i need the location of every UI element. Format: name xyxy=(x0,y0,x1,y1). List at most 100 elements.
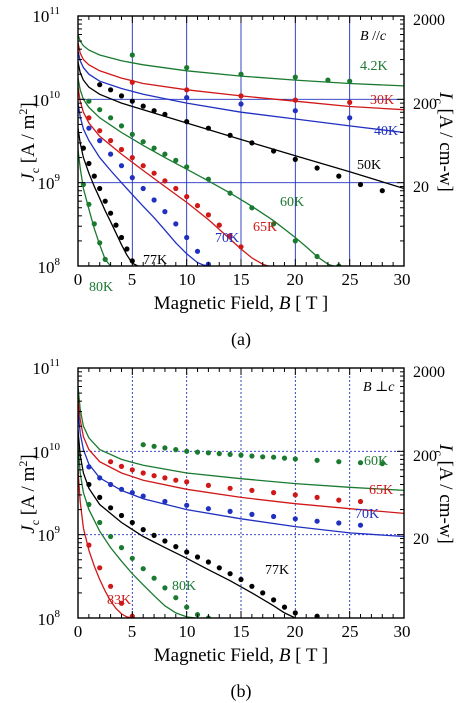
data-point-80K xyxy=(162,585,168,591)
panel-b-annotation: B ⊥c xyxy=(363,380,395,395)
data-point-77K xyxy=(118,234,125,241)
ytick-label-1e11: 1011 xyxy=(32,5,60,26)
data-point-60K xyxy=(129,131,135,137)
data-point-77K xyxy=(216,565,222,571)
data-point-60K xyxy=(292,238,298,244)
data-point-60K xyxy=(292,456,298,462)
xtick-label: 30 xyxy=(394,622,411,641)
right-tick-2000: 2000 xyxy=(413,12,445,29)
data-point-60K xyxy=(227,451,233,457)
data-point-65K xyxy=(227,233,233,239)
data-point-77K xyxy=(260,590,266,596)
data-point-77K xyxy=(271,597,277,603)
data-point-60K xyxy=(151,443,157,449)
right-tick-200: 200 xyxy=(413,448,437,465)
panel-b: 1011 1010 109 108 2000 200 20 0 5 10 15 … xyxy=(16,357,456,702)
panel-a-xtick-labels: 0 5 10 15 20 25 30 xyxy=(74,270,411,289)
data-point-70K xyxy=(129,175,135,181)
series-curve-65K xyxy=(78,396,404,515)
data-point-60K xyxy=(271,454,277,460)
data-point-83K xyxy=(97,565,103,571)
data-point-50K xyxy=(151,108,157,114)
data-point-80K xyxy=(97,519,103,526)
data-point-65K xyxy=(140,470,146,476)
data-point-65K xyxy=(118,463,125,469)
data-point-50K xyxy=(129,98,135,104)
panel-a-ylabel-right: Ic [A / cm-w] xyxy=(432,91,456,192)
data-point-80K xyxy=(184,604,190,610)
data-point-50K xyxy=(336,173,342,179)
panel-b-caption: (b) xyxy=(231,681,252,702)
series-label-60K: 60K xyxy=(364,454,388,469)
data-point-83K xyxy=(118,600,125,606)
data-point-65K xyxy=(357,498,364,505)
series-label-40K: 40K xyxy=(374,124,398,139)
data-point-50K xyxy=(108,87,114,93)
data-point-80K xyxy=(108,533,114,540)
data-point-60K xyxy=(140,442,146,448)
data-point-83K xyxy=(86,542,92,548)
data-point-4.2K xyxy=(129,52,135,58)
data-point-70K xyxy=(108,151,114,157)
data-point-60K xyxy=(205,450,211,456)
xtick-label: 30 xyxy=(394,270,411,289)
series-curve-80K xyxy=(78,149,112,266)
data-point-50K xyxy=(97,82,103,88)
data-point-80K xyxy=(86,501,92,508)
data-point-65K xyxy=(140,163,146,169)
panel-b-ticks xyxy=(77,368,405,619)
data-point-60K xyxy=(357,460,364,466)
data-point-80K xyxy=(173,595,179,601)
series-curve-65K xyxy=(78,87,269,266)
data-point-65K xyxy=(184,194,190,200)
panel-b-xtick-labels: 0 5 10 15 20 25 30 xyxy=(74,622,411,641)
right-tick-20: 20 xyxy=(413,179,429,196)
data-point-70K xyxy=(184,502,190,508)
data-point-65K xyxy=(216,222,222,228)
data-point-50K xyxy=(205,125,211,131)
panel-a-annotation: B //c xyxy=(360,29,387,44)
xtick-label: 0 xyxy=(74,270,83,289)
panel-a-caption: (a) xyxy=(231,329,251,350)
ytick-label-1e9: 109 xyxy=(38,524,61,545)
data-point-50K xyxy=(271,148,277,154)
data-point-65K xyxy=(86,115,92,121)
data-point-60K xyxy=(194,449,201,455)
data-point-60K xyxy=(379,461,385,467)
data-point-65K xyxy=(108,459,114,465)
data-point-40K xyxy=(238,101,244,107)
data-point-77K xyxy=(205,559,211,565)
data-point-60K xyxy=(173,447,179,453)
data-point-77K xyxy=(151,532,157,539)
data-point-65K xyxy=(271,490,277,496)
series-label-70K: 70K xyxy=(215,231,239,246)
data-point-65K xyxy=(162,178,168,184)
series-label-65K: 65K xyxy=(369,483,393,498)
data-point-70K xyxy=(357,522,364,528)
data-point-60K xyxy=(184,448,190,454)
data-point-70K xyxy=(162,209,168,215)
data-point-77K xyxy=(97,494,103,500)
data-point-60K xyxy=(162,445,168,451)
data-point-30K xyxy=(238,93,244,99)
data-point-70K xyxy=(97,475,103,481)
xtick-label: 25 xyxy=(342,622,359,641)
data-point-80K xyxy=(118,545,125,551)
data-point-50K xyxy=(118,93,125,99)
series-curve-77K xyxy=(78,430,296,618)
data-point-50K xyxy=(314,165,320,171)
data-point-70K xyxy=(151,197,157,203)
data-point-80K xyxy=(102,256,108,262)
data-point-65K xyxy=(194,203,201,209)
data-point-80K xyxy=(80,181,86,188)
data-point-77K xyxy=(140,527,146,533)
xtick-label: 10 xyxy=(179,270,196,289)
data-point-70K xyxy=(227,508,233,514)
data-point-70K xyxy=(205,506,211,512)
data-point-65K xyxy=(151,473,157,479)
series-curve-80K xyxy=(78,444,196,618)
data-point-60K xyxy=(97,107,103,113)
series-label-30K: 30K xyxy=(370,93,394,108)
series-curve-50K xyxy=(78,61,404,190)
data-point-80K xyxy=(140,566,146,572)
